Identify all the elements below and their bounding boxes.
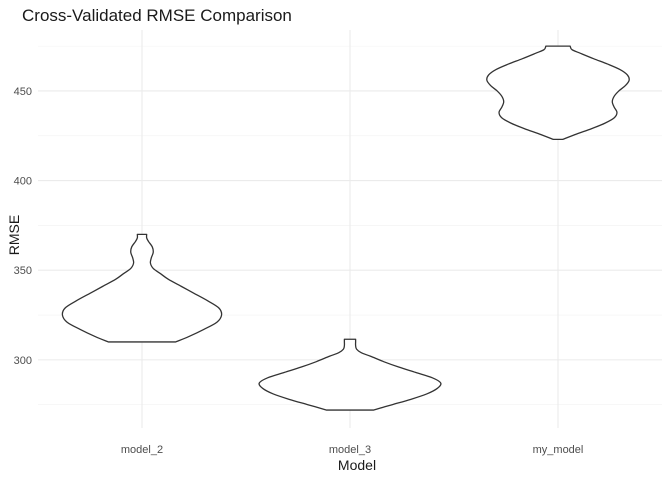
violin-model_2 — [61, 233, 223, 343]
y-tick-label: 350 — [14, 265, 32, 277]
x-axis-title: Model — [338, 457, 376, 473]
x-tick-label: model_3 — [329, 444, 371, 456]
y-tick-label: 400 — [14, 176, 32, 188]
x-tick-label: my_model — [533, 444, 584, 456]
violin-model_3 — [258, 338, 442, 411]
violin-my_model — [486, 45, 630, 141]
y-tick-labels: 300 350 400 450 — [14, 86, 32, 367]
y-tick-label: 450 — [14, 86, 32, 98]
chart-title: Cross-Validated RMSE Comparison — [22, 6, 292, 25]
y-tick-label: 300 — [14, 355, 32, 367]
x-tick-labels: model_2 model_3 my_model — [121, 444, 583, 456]
y-axis-title: RMSE — [6, 215, 22, 255]
violins — [61, 45, 630, 411]
x-tick-label: model_2 — [121, 444, 163, 456]
